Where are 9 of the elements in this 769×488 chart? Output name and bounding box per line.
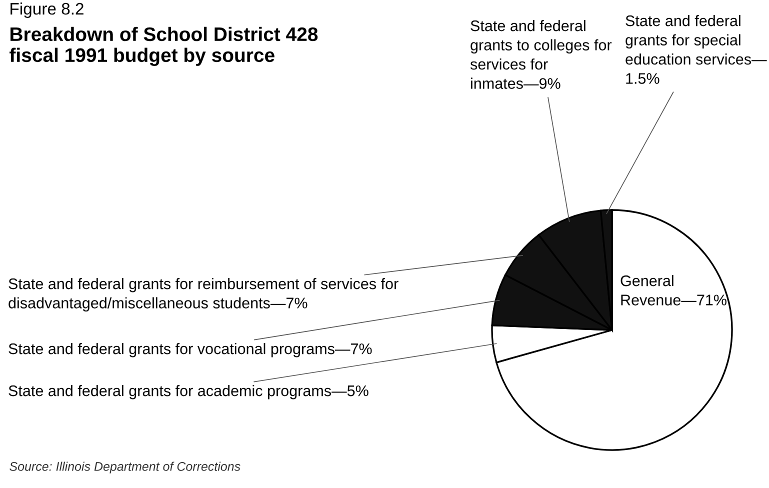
slice-label: State and federal grants to colleges for services for inmates—9%: [470, 20, 612, 89]
slice-label: State and federal grants for special education services— 1.5%: [626, 15, 767, 84]
slice-label: State and federal grants for vocational programs—7%: [8, 343, 372, 358]
slice-label: State and federal grants for reimbursement of services for disadvantaged/miscellaneous students—7%: [8, 278, 398, 312]
slice-label: General Revenue—71%: [620, 275, 726, 306]
chart-subtitle: Figure 8.2: [10, 2, 84, 18]
text: Breakdown of School District 428 fiscal 1991 budget by source: [10, 26, 318, 66]
source-note: Source: Illinois Department of Corrections: [10, 462, 240, 474]
slice-label: State and federal grants for academic programs—5%: [8, 385, 368, 400]
